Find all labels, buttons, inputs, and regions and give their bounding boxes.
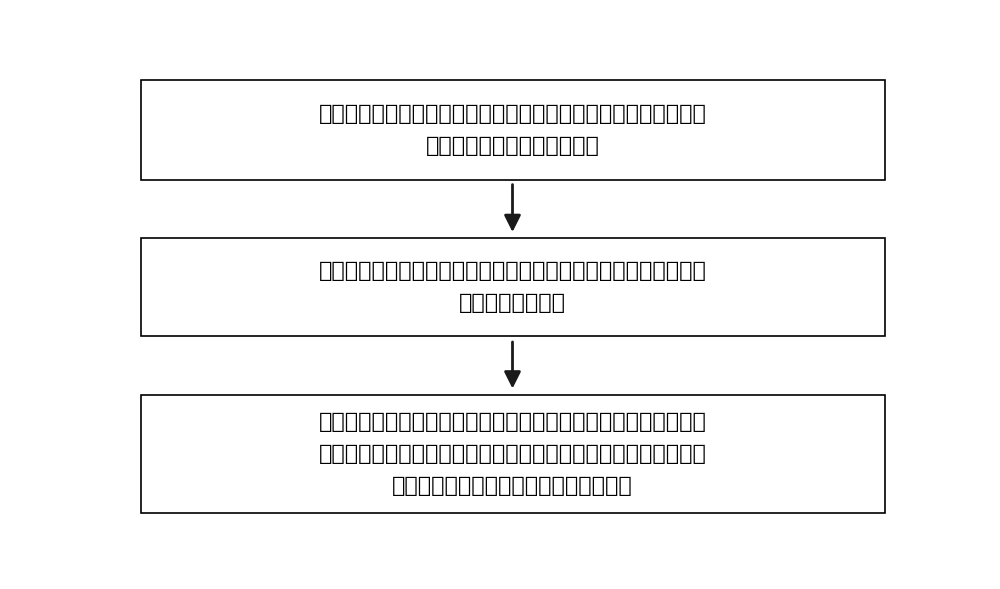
FancyBboxPatch shape [140, 80, 885, 180]
Text: 获取系统在不同故障类型、不同故障程度、不同功率点情况下相对: 获取系统在不同故障类型、不同故障程度、不同功率点情况下相对 [319, 104, 706, 124]
Text: 于无故障情形对应的漂移特征: 于无故障情形对应的漂移特征 [426, 135, 599, 155]
FancyBboxPatch shape [140, 239, 885, 336]
Text: 程度进行实时辨识: 程度进行实时辨识 [459, 293, 566, 313]
Text: 并维修故障点，避免对系统造成二次损坏: 并维修故障点，避免对系统造成二次损坏 [392, 476, 633, 496]
Text: 料旁路开度、水碳比、空气流量或燃料流量进行调节后，平稳停机: 料旁路开度、水碳比、空气流量或燃料流量进行调节后，平稳停机 [319, 444, 706, 464]
FancyBboxPatch shape [140, 395, 885, 513]
Text: 根据不同的故障类型和程度，对电池平均电压、空气旁路开度、燃: 根据不同的故障类型和程度，对电池平均电压、空气旁路开度、燃 [319, 412, 706, 432]
Text: 获取系统当前状态参数，根据所述漂移特征辨识对系统故障类型和: 获取系统当前状态参数，根据所述漂移特征辨识对系统故障类型和 [319, 261, 706, 281]
